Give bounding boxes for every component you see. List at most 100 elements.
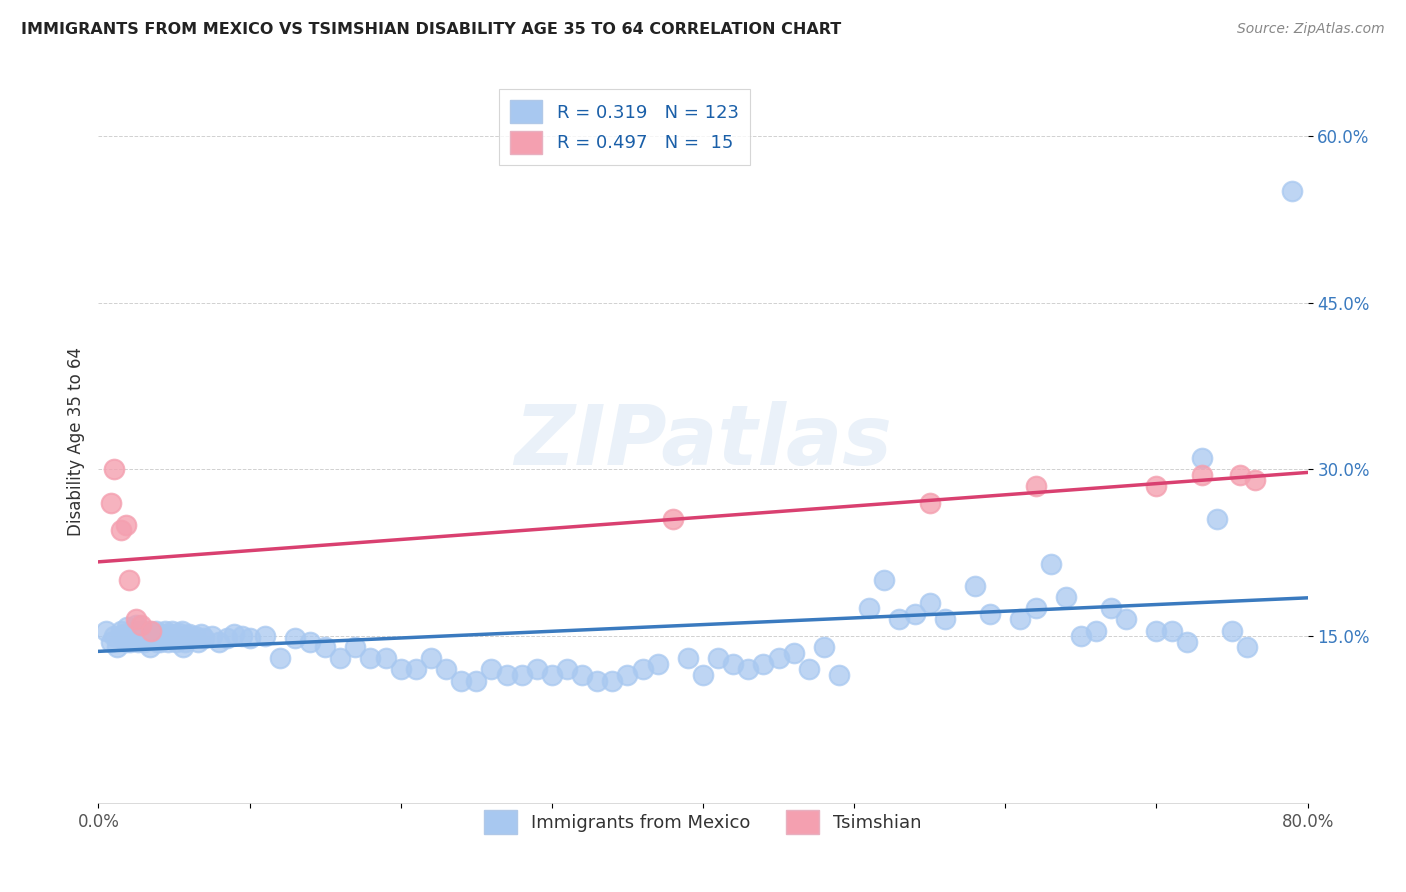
Point [174, 629, 197, 643]
Point [495, 668, 517, 682]
Point [1191, 451, 1213, 466]
Point [172, 640, 194, 655]
Point [149, 634, 172, 648]
Point [1085, 624, 1108, 638]
Point [124, 624, 146, 638]
Point [146, 634, 169, 648]
Point [190, 627, 212, 641]
Point [979, 607, 1001, 621]
Point [813, 640, 835, 655]
Point [141, 629, 163, 643]
Point [360, 651, 382, 665]
Point [103, 629, 125, 643]
Point [187, 634, 209, 648]
Point [201, 629, 224, 643]
Point [284, 632, 307, 646]
Point [148, 629, 170, 643]
Point [1236, 640, 1258, 655]
Point [1229, 467, 1251, 482]
Point [1144, 624, 1167, 638]
Point [163, 632, 186, 646]
Point [904, 607, 927, 621]
Point [105, 640, 128, 655]
Point [586, 673, 609, 688]
Point [555, 662, 578, 676]
Point [181, 632, 204, 646]
Point [165, 634, 187, 648]
Point [314, 640, 336, 655]
Point [128, 629, 150, 643]
Point [127, 634, 149, 648]
Point [143, 632, 166, 646]
Point [450, 673, 472, 688]
Point [1281, 185, 1303, 199]
Point [918, 596, 941, 610]
Point [707, 651, 730, 665]
Point [918, 496, 941, 510]
Point [1070, 629, 1092, 643]
Point [1024, 479, 1046, 493]
Legend: Immigrants from Mexico, Tsimshian: Immigrants from Mexico, Tsimshian [474, 799, 932, 845]
Point [1054, 590, 1077, 604]
Point [120, 634, 142, 648]
Point [139, 640, 162, 655]
Point [1191, 467, 1213, 482]
Point [858, 601, 880, 615]
Point [676, 651, 699, 665]
Point [160, 627, 183, 641]
Point [602, 673, 624, 688]
Point [299, 634, 322, 648]
Point [100, 496, 122, 510]
Point [145, 624, 167, 638]
Point [692, 668, 714, 682]
Point [110, 624, 132, 638]
Point [631, 662, 654, 676]
Point [125, 612, 148, 626]
Point [125, 618, 148, 632]
Point [1160, 624, 1182, 638]
Point [193, 632, 215, 646]
Point [115, 620, 138, 634]
Point [156, 634, 179, 648]
Point [647, 657, 669, 671]
Point [118, 574, 141, 588]
Point [208, 634, 231, 648]
Point [1024, 601, 1046, 615]
Point [114, 634, 136, 648]
Point [768, 651, 790, 665]
Point [141, 624, 163, 638]
Point [571, 668, 593, 682]
Point [737, 662, 759, 676]
Point [110, 524, 132, 538]
Point [889, 612, 911, 626]
Point [269, 651, 291, 665]
Point [1243, 474, 1265, 488]
Point [1144, 479, 1167, 493]
Text: Source: ZipAtlas.com: Source: ZipAtlas.com [1237, 22, 1385, 37]
Point [783, 646, 806, 660]
Point [828, 668, 851, 682]
Point [122, 632, 145, 646]
Text: IMMIGRANTS FROM MEXICO VS TSIMSHIAN DISABILITY AGE 35 TO 64 CORRELATION CHART: IMMIGRANTS FROM MEXICO VS TSIMSHIAN DISA… [21, 22, 841, 37]
Point [526, 662, 548, 676]
Point [159, 632, 181, 646]
Text: ZIPatlas: ZIPatlas [515, 401, 891, 482]
Point [111, 632, 134, 646]
Point [1099, 601, 1122, 615]
Point [465, 673, 488, 688]
Point [176, 632, 198, 646]
Point [389, 662, 412, 676]
Point [1010, 612, 1032, 626]
Point [797, 662, 820, 676]
Point [374, 651, 396, 665]
Point [1220, 624, 1243, 638]
Point [405, 662, 427, 676]
Point [934, 612, 956, 626]
Point [169, 632, 191, 646]
Point [253, 629, 276, 643]
Point [239, 632, 262, 646]
Point [153, 624, 176, 638]
Point [132, 634, 155, 648]
Point [162, 624, 184, 638]
Point [1039, 557, 1062, 571]
